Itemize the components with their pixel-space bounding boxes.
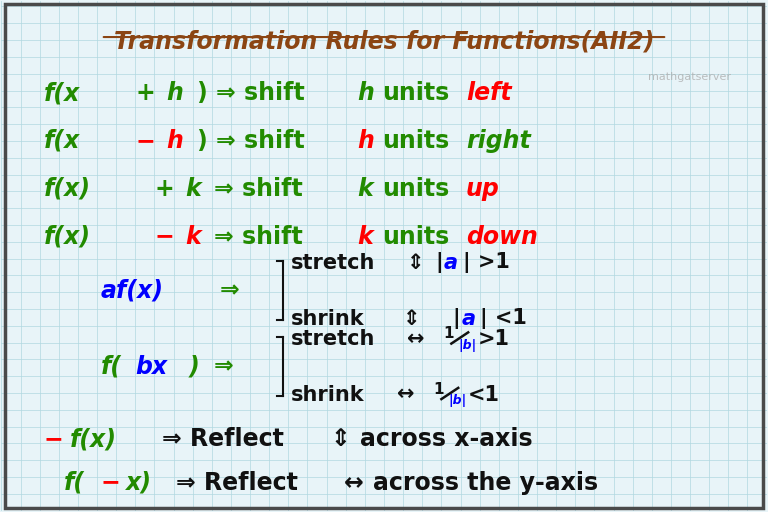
Text: stretch: stretch: [290, 329, 375, 349]
Text: f(x: f(x: [44, 81, 80, 105]
Text: k: k: [357, 177, 373, 201]
Text: h: h: [357, 81, 374, 105]
Text: ) ⇒ shift: ) ⇒ shift: [197, 129, 304, 153]
Text: af(x): af(x): [101, 279, 164, 303]
Text: <1: <1: [468, 385, 499, 404]
Text: −: −: [101, 471, 121, 495]
Text: >1: >1: [478, 329, 509, 349]
Text: x): x): [126, 471, 152, 495]
Text: | >1: | >1: [463, 252, 510, 273]
Text: bx: bx: [135, 354, 167, 378]
Text: −: −: [154, 225, 174, 249]
Text: ↔: ↔: [344, 471, 364, 495]
Text: h: h: [166, 81, 183, 105]
Text: up: up: [466, 177, 500, 201]
Text: k: k: [185, 225, 200, 249]
Text: shrink: shrink: [290, 385, 364, 404]
Text: −: −: [135, 129, 155, 153]
Text: units: units: [382, 177, 450, 201]
Text: +: +: [154, 177, 174, 201]
Text: h: h: [357, 129, 374, 153]
Text: ⇒ Reflect: ⇒ Reflect: [162, 428, 284, 451]
Text: units: units: [382, 81, 450, 105]
Text: a: a: [462, 309, 475, 329]
Text: f(x): f(x): [70, 428, 118, 451]
Text: shrink: shrink: [290, 309, 364, 329]
Text: ) ⇒ shift: ) ⇒ shift: [197, 81, 304, 105]
Text: across x-axis: across x-axis: [359, 428, 532, 451]
Text: ↔: ↔: [397, 385, 415, 404]
Text: ⇕: ⇕: [330, 428, 350, 451]
Text: |: |: [435, 252, 443, 273]
Text: ⇕: ⇕: [403, 309, 421, 329]
Text: ⇒ Reflect: ⇒ Reflect: [176, 471, 298, 495]
Text: units: units: [382, 225, 450, 249]
Text: f(: f(: [65, 471, 85, 495]
Text: k: k: [185, 177, 200, 201]
Text: ⇒: ⇒: [220, 279, 239, 303]
Text: ⇒: ⇒: [214, 354, 234, 378]
Text: f(x: f(x: [44, 129, 80, 153]
Text: ⇒ shift: ⇒ shift: [214, 177, 303, 201]
Text: ⇒ shift: ⇒ shift: [214, 225, 303, 249]
Text: k: k: [357, 225, 373, 249]
Text: right: right: [466, 129, 531, 153]
Text: |: |: [453, 308, 461, 329]
Text: | <1: | <1: [481, 308, 528, 329]
Text: ): ): [189, 354, 200, 378]
Text: −: −: [44, 428, 63, 451]
Text: units: units: [382, 129, 450, 153]
Text: a: a: [444, 252, 458, 272]
Text: stretch: stretch: [290, 252, 375, 272]
Text: down: down: [466, 225, 538, 249]
Text: f(: f(: [101, 354, 122, 378]
Text: across the y-axis: across the y-axis: [373, 471, 598, 495]
Text: mathgatserver: mathgatserver: [648, 72, 731, 81]
Text: f(x): f(x): [44, 225, 91, 249]
Text: Transformation Rules for Functions(AII2): Transformation Rules for Functions(AII2): [114, 29, 654, 53]
Text: h: h: [166, 129, 183, 153]
Text: +: +: [135, 81, 155, 105]
Text: 1: 1: [434, 382, 444, 397]
Text: |b|: |b|: [458, 338, 476, 352]
Text: 1: 1: [444, 327, 454, 342]
Text: |b|: |b|: [449, 394, 466, 407]
Text: ⇕: ⇕: [407, 252, 425, 272]
Text: left: left: [466, 81, 511, 105]
Text: ↔: ↔: [407, 329, 425, 349]
Text: f(x): f(x): [44, 177, 91, 201]
